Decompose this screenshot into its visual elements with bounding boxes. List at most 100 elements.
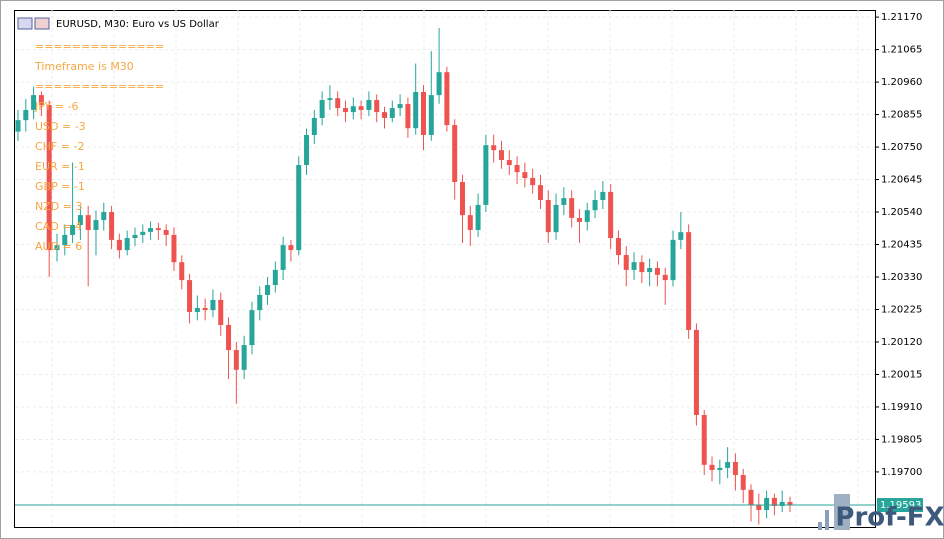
- indicator-text: ==============: [35, 40, 164, 53]
- candle-body: [179, 262, 185, 281]
- candle-body: [382, 112, 388, 118]
- candle-body: [311, 117, 317, 135]
- candle-body: [740, 475, 746, 490]
- candle-body: [327, 98, 333, 101]
- candle-body: [288, 245, 294, 251]
- candle-body: [140, 231, 146, 235]
- indicator-text: CHF = -2: [35, 140, 84, 153]
- indicator-text: GBP = -1: [35, 180, 85, 193]
- candle-body: [693, 329, 699, 415]
- candle-body: [506, 160, 512, 166]
- candle-body: [171, 234, 177, 263]
- y-tick-label: 1.20330: [881, 272, 922, 283]
- candle-body: [70, 225, 76, 235]
- candle-body: [537, 185, 543, 200]
- candle-body: [584, 210, 590, 222]
- candle-body: [116, 239, 122, 251]
- y-tick-label: 1.19910: [881, 402, 922, 413]
- candle-body: [350, 106, 356, 113]
- candle-body: [420, 91, 426, 135]
- chart-title: EURUSD, M30: Euro vs US Dollar: [56, 19, 220, 30]
- y-tick-label: 1.20960: [881, 77, 922, 88]
- candle-body: [101, 212, 107, 221]
- candle-body: [358, 106, 364, 110]
- candle-body: [483, 145, 489, 205]
- indicator-text: JPY = -6: [34, 100, 79, 113]
- candle-body: [530, 178, 536, 186]
- y-axis: 1.21170 1.21065 1.20960 1.20855 1.20750 1.206…: [15, 12, 923, 513]
- indicator-text: CAD = 4: [35, 220, 82, 233]
- candle-body: [397, 104, 403, 109]
- candle-body: [343, 108, 349, 113]
- candle-body: [459, 182, 465, 216]
- candle-body: [46, 104, 52, 251]
- candle-body: [265, 285, 271, 295]
- candle-body: [31, 95, 37, 110]
- candle-body: [163, 229, 169, 235]
- candle-body: [725, 462, 731, 468]
- grid: [15, 10, 875, 527]
- candle-body: [608, 191, 614, 239]
- candle-body: [701, 414, 707, 465]
- y-tick-label: 1.19805: [881, 434, 922, 445]
- candle-body: [389, 108, 395, 118]
- candle-body: [109, 212, 115, 240]
- candle-body: [553, 204, 559, 233]
- watermark-icon: [818, 494, 850, 530]
- watermark: Prof-FX: [835, 503, 944, 533]
- candle-body: [522, 172, 528, 179]
- indicator-text: USD = -3: [35, 120, 86, 133]
- candle-body: [148, 228, 154, 232]
- candle-body: [592, 199, 598, 211]
- candle-body: [615, 238, 621, 256]
- candle-body: [233, 350, 239, 370]
- candle-body: [132, 234, 138, 239]
- candle-body: [405, 104, 411, 129]
- candles: [15, 27, 793, 525]
- y-tick-label: 1.20540: [881, 207, 922, 218]
- candle-body: [23, 109, 29, 121]
- candle-body: [514, 165, 520, 173]
- candle-body: [647, 268, 653, 273]
- y-tick-label: 1.20750: [881, 142, 922, 153]
- candle-body: [304, 134, 310, 166]
- candle-body: [475, 204, 481, 230]
- indicator-text: AUD = 6: [35, 240, 82, 253]
- y-tick-label: 1.20120: [881, 337, 922, 348]
- candle-body: [623, 255, 629, 270]
- indicator-text: EUR = -1: [35, 160, 85, 173]
- indicator-text: NZD = 3: [35, 200, 82, 213]
- y-tick-label: 1.20645: [881, 175, 922, 186]
- candle-body: [15, 120, 21, 132]
- candle-body: [428, 95, 434, 135]
- y-tick-label: 1.20855: [881, 110, 922, 121]
- candle-body: [662, 274, 668, 281]
- candle-body: [272, 269, 278, 286]
- y-tick-label: 1.20225: [881, 304, 922, 315]
- candle-body: [639, 262, 645, 273]
- candle-body: [413, 91, 419, 129]
- candle-body: [686, 232, 692, 330]
- candle-body: [452, 125, 458, 183]
- candle-body: [335, 98, 341, 109]
- candle-body: [93, 220, 99, 230]
- y-tick-label: 1.19700: [881, 467, 922, 478]
- candle-body: [771, 497, 777, 506]
- candle-body: [257, 294, 263, 311]
- annotations: ============== Timeframe is M30 ==========…: [34, 40, 164, 253]
- candle-body: [717, 467, 723, 471]
- candle-body: [787, 501, 793, 506]
- candle-body: [296, 165, 302, 251]
- last-price-box: [877, 498, 923, 513]
- candle-body: [202, 307, 208, 311]
- candle-body: [194, 307, 200, 312]
- last-price-label: 1.19593: [880, 500, 921, 511]
- candle-body: [249, 310, 255, 346]
- candle-body: [670, 239, 676, 281]
- candle-body: [545, 199, 551, 233]
- candle-body: [38, 95, 44, 105]
- candle-body: [62, 234, 68, 246]
- candle-body: [226, 324, 232, 351]
- candle-body: [748, 489, 754, 506]
